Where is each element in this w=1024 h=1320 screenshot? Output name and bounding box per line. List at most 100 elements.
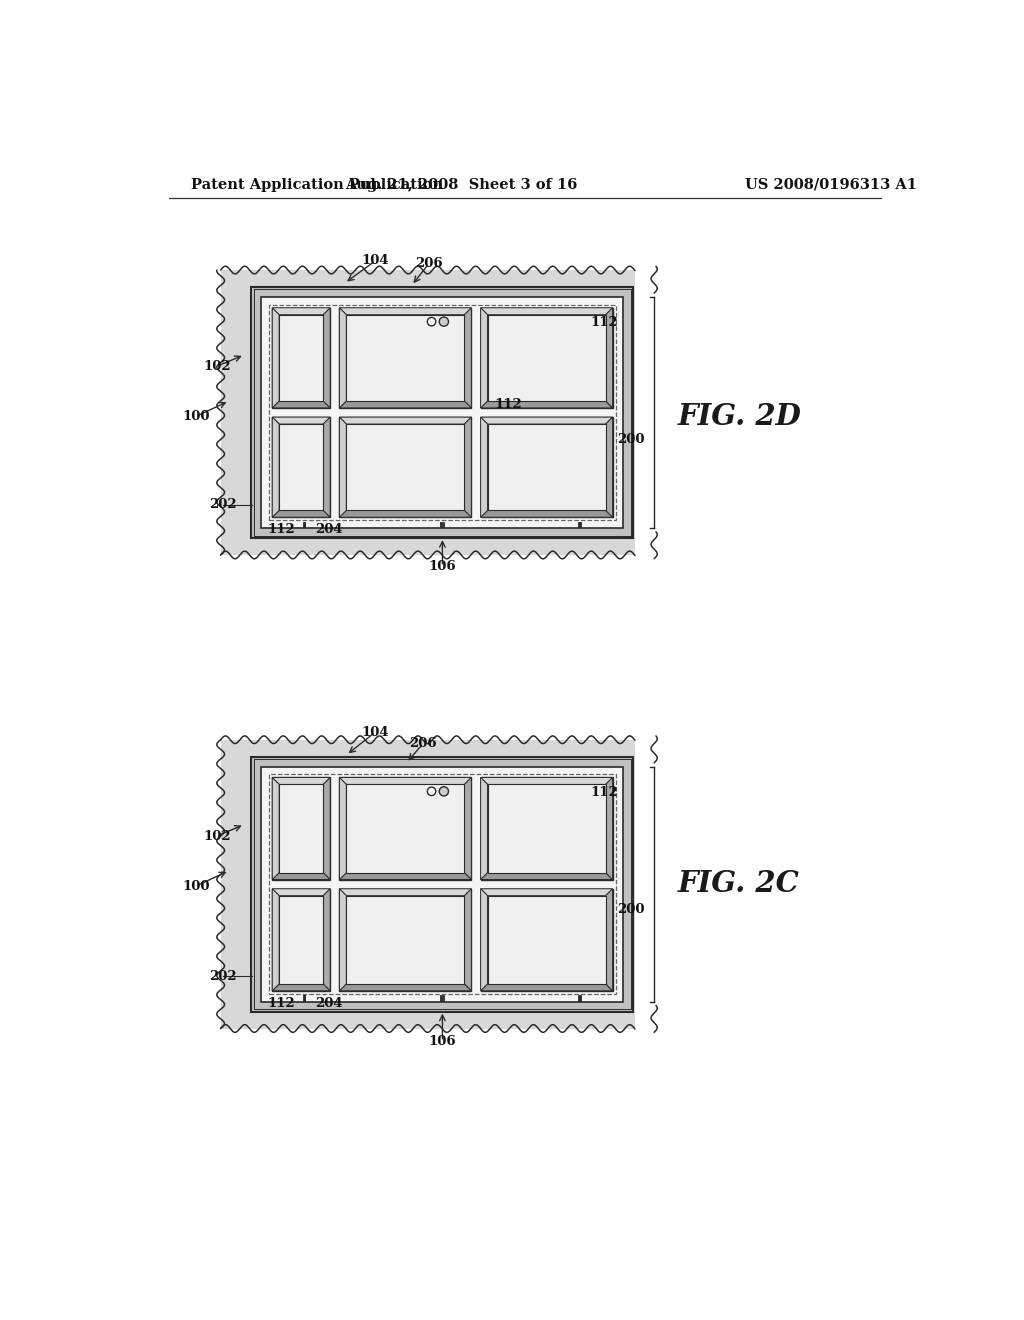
- Bar: [487, 784, 605, 873]
- Text: 104: 104: [361, 255, 389, 268]
- Text: 100: 100: [182, 879, 210, 892]
- Polygon shape: [272, 888, 330, 896]
- Text: 100: 100: [182, 409, 210, 422]
- Text: FIG. 2D: FIG. 2D: [677, 401, 801, 430]
- Bar: [220, 1011, 635, 1028]
- Text: Patent Application Publication: Patent Application Publication: [190, 178, 442, 191]
- Bar: [480, 777, 612, 879]
- Polygon shape: [480, 888, 612, 896]
- Bar: [252, 756, 634, 1011]
- Bar: [339, 888, 471, 991]
- Text: US 2008/0196313 A1: US 2008/0196313 A1: [745, 178, 918, 191]
- Text: 200: 200: [617, 903, 645, 916]
- Polygon shape: [272, 873, 330, 879]
- Bar: [280, 784, 324, 873]
- Text: 112: 112: [267, 523, 295, 536]
- Polygon shape: [272, 417, 280, 517]
- Polygon shape: [324, 888, 330, 991]
- Bar: [220, 271, 635, 286]
- Text: 202: 202: [209, 970, 237, 982]
- Bar: [487, 314, 605, 401]
- Polygon shape: [480, 983, 612, 991]
- Polygon shape: [480, 511, 612, 517]
- Bar: [220, 739, 250, 1028]
- Bar: [634, 739, 635, 1028]
- Polygon shape: [272, 308, 280, 408]
- Polygon shape: [605, 777, 612, 879]
- Text: 200: 200: [617, 433, 645, 446]
- Polygon shape: [339, 888, 346, 991]
- Polygon shape: [339, 777, 346, 879]
- Bar: [220, 271, 250, 554]
- Polygon shape: [480, 308, 612, 314]
- Text: 112: 112: [267, 998, 295, 1010]
- Polygon shape: [324, 417, 330, 517]
- Bar: [634, 271, 635, 554]
- Bar: [272, 308, 330, 408]
- Bar: [272, 888, 330, 991]
- Bar: [272, 417, 330, 517]
- Text: 106: 106: [429, 560, 457, 573]
- Polygon shape: [480, 777, 487, 879]
- Polygon shape: [339, 417, 471, 424]
- Bar: [269, 775, 615, 994]
- Text: 112: 112: [494, 399, 522, 412]
- Text: 104: 104: [361, 726, 389, 739]
- Polygon shape: [480, 417, 487, 517]
- Bar: [346, 784, 465, 873]
- Polygon shape: [324, 777, 330, 879]
- Polygon shape: [339, 983, 471, 991]
- Text: 112: 112: [590, 785, 618, 799]
- Text: 206: 206: [410, 737, 437, 750]
- Polygon shape: [605, 417, 612, 517]
- Polygon shape: [339, 417, 346, 517]
- Polygon shape: [339, 873, 471, 879]
- Polygon shape: [272, 417, 330, 424]
- Bar: [280, 314, 324, 401]
- Bar: [220, 739, 635, 756]
- Polygon shape: [480, 401, 612, 408]
- Polygon shape: [605, 308, 612, 408]
- Bar: [280, 424, 324, 511]
- Bar: [339, 777, 471, 879]
- Bar: [272, 777, 330, 879]
- Polygon shape: [339, 308, 471, 314]
- Text: Aug. 21, 2008  Sheet 3 of 16: Aug. 21, 2008 Sheet 3 of 16: [345, 178, 578, 191]
- Polygon shape: [480, 417, 612, 424]
- Polygon shape: [272, 983, 330, 991]
- Bar: [339, 417, 471, 517]
- Polygon shape: [272, 401, 330, 408]
- Bar: [220, 539, 635, 554]
- Bar: [346, 896, 465, 983]
- Polygon shape: [324, 308, 330, 408]
- Polygon shape: [339, 888, 471, 896]
- Polygon shape: [339, 511, 471, 517]
- Circle shape: [439, 317, 449, 326]
- Text: FIG. 2C: FIG. 2C: [677, 870, 799, 898]
- Text: 106: 106: [429, 1035, 457, 1048]
- Polygon shape: [480, 777, 612, 784]
- Polygon shape: [272, 308, 330, 314]
- Text: 112: 112: [590, 315, 618, 329]
- Bar: [487, 896, 605, 983]
- Polygon shape: [465, 888, 471, 991]
- Text: 204: 204: [315, 998, 343, 1010]
- Polygon shape: [465, 777, 471, 879]
- Bar: [252, 286, 634, 539]
- Polygon shape: [465, 308, 471, 408]
- Text: 202: 202: [209, 499, 237, 511]
- Bar: [480, 308, 612, 408]
- Polygon shape: [339, 401, 471, 408]
- Polygon shape: [339, 308, 346, 408]
- Bar: [280, 896, 324, 983]
- Polygon shape: [480, 888, 487, 991]
- Bar: [346, 424, 465, 511]
- Bar: [261, 767, 624, 1002]
- Text: 102: 102: [203, 360, 230, 372]
- Circle shape: [427, 787, 436, 796]
- Bar: [269, 305, 615, 520]
- Circle shape: [427, 317, 436, 326]
- Polygon shape: [272, 777, 330, 784]
- Polygon shape: [339, 777, 471, 784]
- Polygon shape: [272, 888, 280, 991]
